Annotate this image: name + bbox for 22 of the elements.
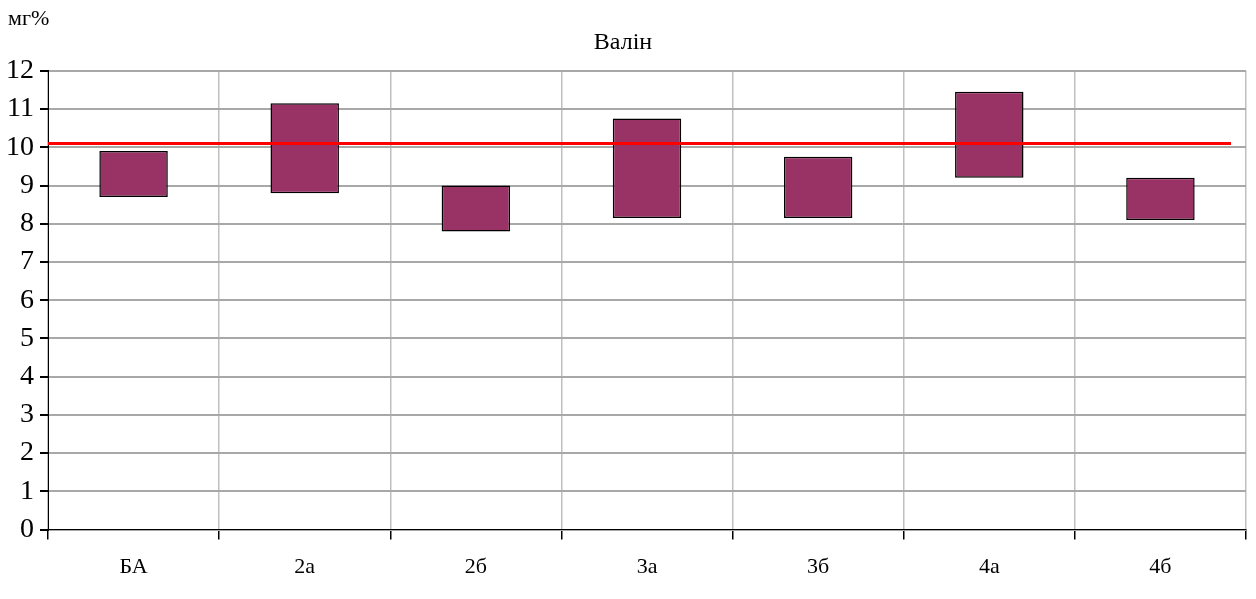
y-tick-label: 6 — [20, 282, 34, 314]
y-tick-label: 12 — [6, 53, 34, 85]
y-axis-title: мг% — [8, 4, 50, 30]
y-tick-label: 10 — [6, 129, 34, 161]
x-tick-label: 2б — [464, 552, 487, 578]
y-tick-label: 1 — [20, 473, 34, 505]
chart-title: Валін — [593, 27, 653, 54]
x-tick-label: 4а — [978, 552, 1000, 578]
x-tick-label: 3б — [807, 552, 830, 578]
x-tick-label: 2а — [294, 552, 316, 578]
y-tick-label: 9 — [20, 167, 34, 199]
y-tick-label: 5 — [20, 320, 34, 352]
y-tick-label: 2 — [20, 435, 34, 467]
y-tick-label: 4 — [20, 359, 34, 391]
y-tick-label: 8 — [20, 206, 34, 238]
y-tick-label: 7 — [20, 244, 34, 276]
x-tick-label: 3а — [636, 552, 658, 578]
y-tick-label: 0 — [20, 511, 34, 543]
y-tick-label: 3 — [20, 397, 34, 429]
y-tick-label: 11 — [7, 91, 34, 123]
x-tick-label: 4б — [1149, 552, 1172, 578]
x-tick-label: БА — [119, 552, 148, 578]
